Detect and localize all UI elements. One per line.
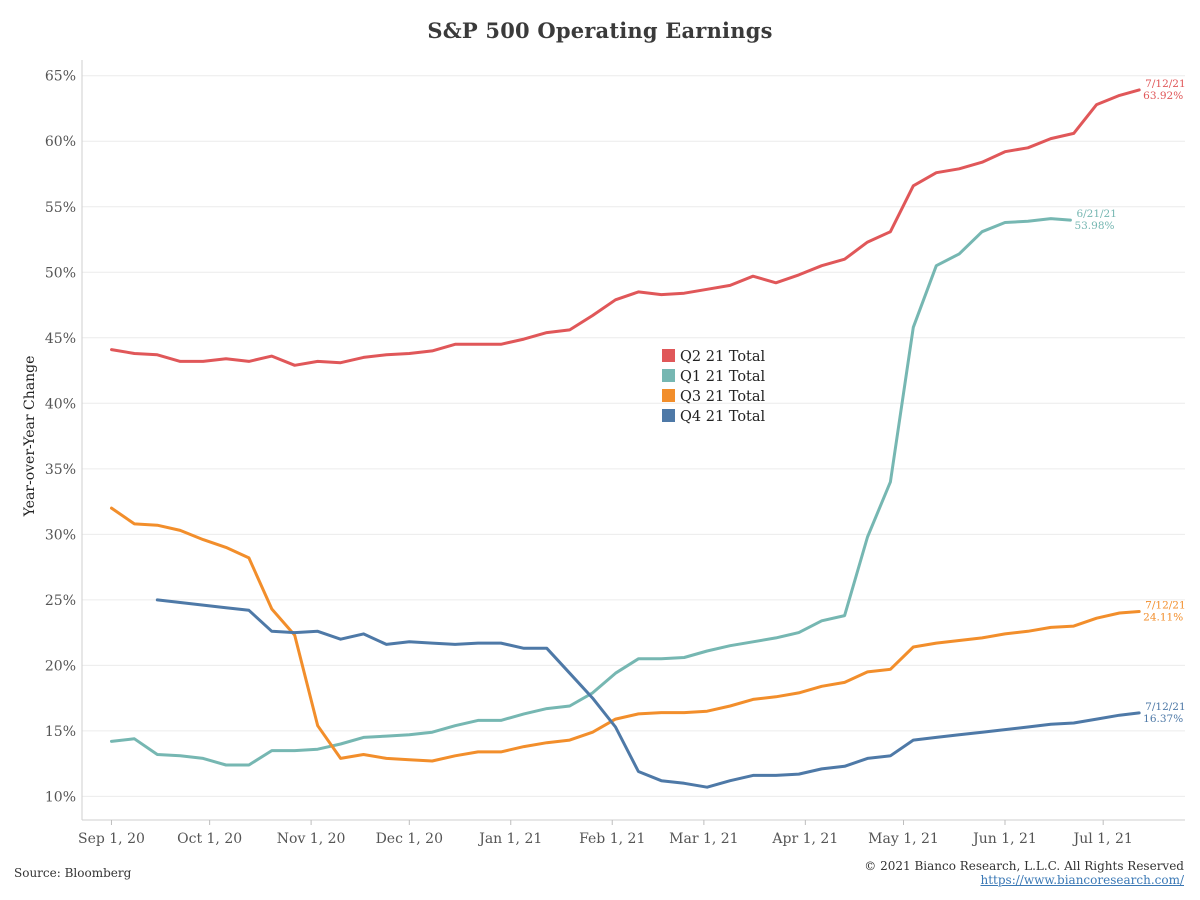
legend-label: Q4 21 Total xyxy=(680,409,766,425)
x-tick-label: Feb 1, 21 xyxy=(579,831,645,847)
y-tick-labels: 10% 15% 20% 25% 30% 35% 40% 45% 50% 55% 60% 65% xyxy=(45,69,76,806)
y-tick-label: 10% xyxy=(45,789,76,805)
y-tick-label: 45% xyxy=(45,331,76,347)
end-label-value: 53.98% xyxy=(1074,220,1114,232)
gridlines xyxy=(82,75,1185,797)
y-axis-title: Year-over-Year Change xyxy=(22,356,38,518)
x-tick-label: Jan 1, 21 xyxy=(477,831,542,847)
x-tick-label: Mar 1, 21 xyxy=(669,831,738,847)
y-tick-label: 20% xyxy=(45,658,76,674)
y-tick-label: 25% xyxy=(45,593,76,609)
end-label-date: 6/21/21 xyxy=(1076,208,1116,220)
end-labels: 7/12/2163.92%6/21/2153.98%7/12/2124.11%7… xyxy=(1074,78,1185,725)
series-line-q2-21-total xyxy=(110,88,1141,367)
legend-swatch xyxy=(662,409,675,422)
end-label-value: 16.37% xyxy=(1143,713,1183,725)
y-tick-label: 65% xyxy=(45,69,76,85)
end-label-date: 7/12/21 xyxy=(1145,78,1185,90)
end-label-value: 24.11% xyxy=(1143,612,1183,624)
end-label-date: 7/12/21 xyxy=(1145,600,1185,612)
chart-title: S&P 500 Operating Earnings xyxy=(427,18,773,43)
legend-swatch xyxy=(662,389,675,402)
x-tick-label: Oct 1, 20 xyxy=(177,831,242,847)
series-lines xyxy=(110,88,1141,789)
series-line-q3-21-total xyxy=(110,506,1141,763)
source-note: Source: Bloomberg xyxy=(14,866,132,880)
x-tick-label: Dec 1, 20 xyxy=(376,831,443,847)
legend-swatch xyxy=(662,369,675,382)
x-tick-label: Jul 1, 21 xyxy=(1072,831,1133,847)
website-link[interactable]: https://www.biancoresearch.com/ xyxy=(980,873,1184,887)
y-tick-label: 30% xyxy=(45,527,76,543)
x-tick-label: Nov 1, 20 xyxy=(277,831,346,847)
y-tick-label: 50% xyxy=(45,265,76,281)
x-tick-label: May 1, 21 xyxy=(868,831,939,847)
x-tick-label: Jun 1, 21 xyxy=(971,831,1037,847)
legend-label: Q3 21 Total xyxy=(680,389,766,405)
legend-swatch xyxy=(662,349,675,362)
end-label-value: 63.92% xyxy=(1143,90,1183,102)
y-tick-label: 40% xyxy=(45,396,76,412)
x-tick-label: Sep 1, 20 xyxy=(78,831,145,847)
legend-label: Q2 21 Total xyxy=(680,349,766,365)
series-line-q1-21-total xyxy=(110,217,1072,767)
axes: Year-over-Year Change xyxy=(22,60,1185,825)
legend: Q2 21 Total Q1 21 Total Q3 21 Total Q4 21 T… xyxy=(662,349,766,425)
series-line-q4-21-total xyxy=(155,598,1141,789)
end-label-date: 7/12/21 xyxy=(1145,701,1185,713)
legend-label: Q1 21 Total xyxy=(680,369,766,385)
y-tick-label: 55% xyxy=(45,200,76,216)
y-tick-label: 60% xyxy=(45,134,76,150)
copyright-notice: © 2021 Bianco Research, L.L.C. All Right… xyxy=(864,859,1184,873)
y-tick-label: 15% xyxy=(45,724,76,740)
y-tick-label: 35% xyxy=(45,462,76,478)
x-tick-labels: Sep 1, 20 Oct 1, 20 Nov 1, 20 Dec 1, 20 Jan … xyxy=(78,831,1133,847)
x-tick-label: Apr 1, 21 xyxy=(771,831,838,847)
